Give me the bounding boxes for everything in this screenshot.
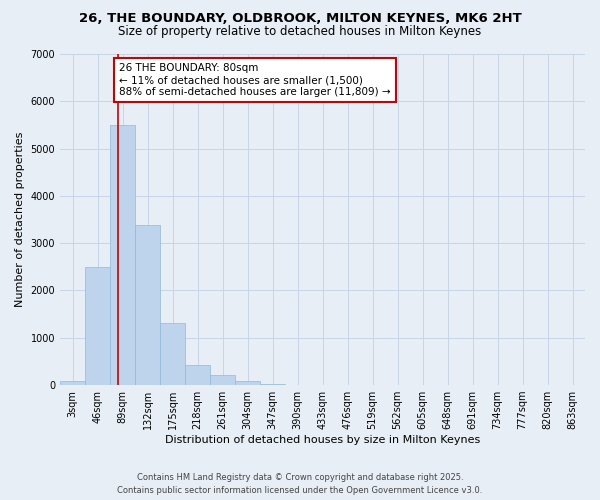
Bar [235,381,260,385]
Text: 26 THE BOUNDARY: 80sqm
← 11% of detached houses are smaller (1,500)
88% of semi-: 26 THE BOUNDARY: 80sqm ← 11% of detached… [119,64,391,96]
Bar [85,267,110,385]
Text: Contains HM Land Registry data © Crown copyright and database right 2025.
Contai: Contains HM Land Registry data © Crown c… [118,474,482,495]
Bar [210,375,235,385]
Bar [160,322,185,385]
Bar [185,365,210,385]
X-axis label: Distribution of detached houses by size in Milton Keynes: Distribution of detached houses by size … [165,435,480,445]
Bar [60,381,85,385]
Bar [110,125,135,385]
Text: Size of property relative to detached houses in Milton Keynes: Size of property relative to detached ho… [118,25,482,38]
Text: 26, THE BOUNDARY, OLDBROOK, MILTON KEYNES, MK6 2HT: 26, THE BOUNDARY, OLDBROOK, MILTON KEYNE… [79,12,521,26]
Y-axis label: Number of detached properties: Number of detached properties [15,132,25,307]
Bar [260,384,285,385]
Bar [135,225,160,385]
